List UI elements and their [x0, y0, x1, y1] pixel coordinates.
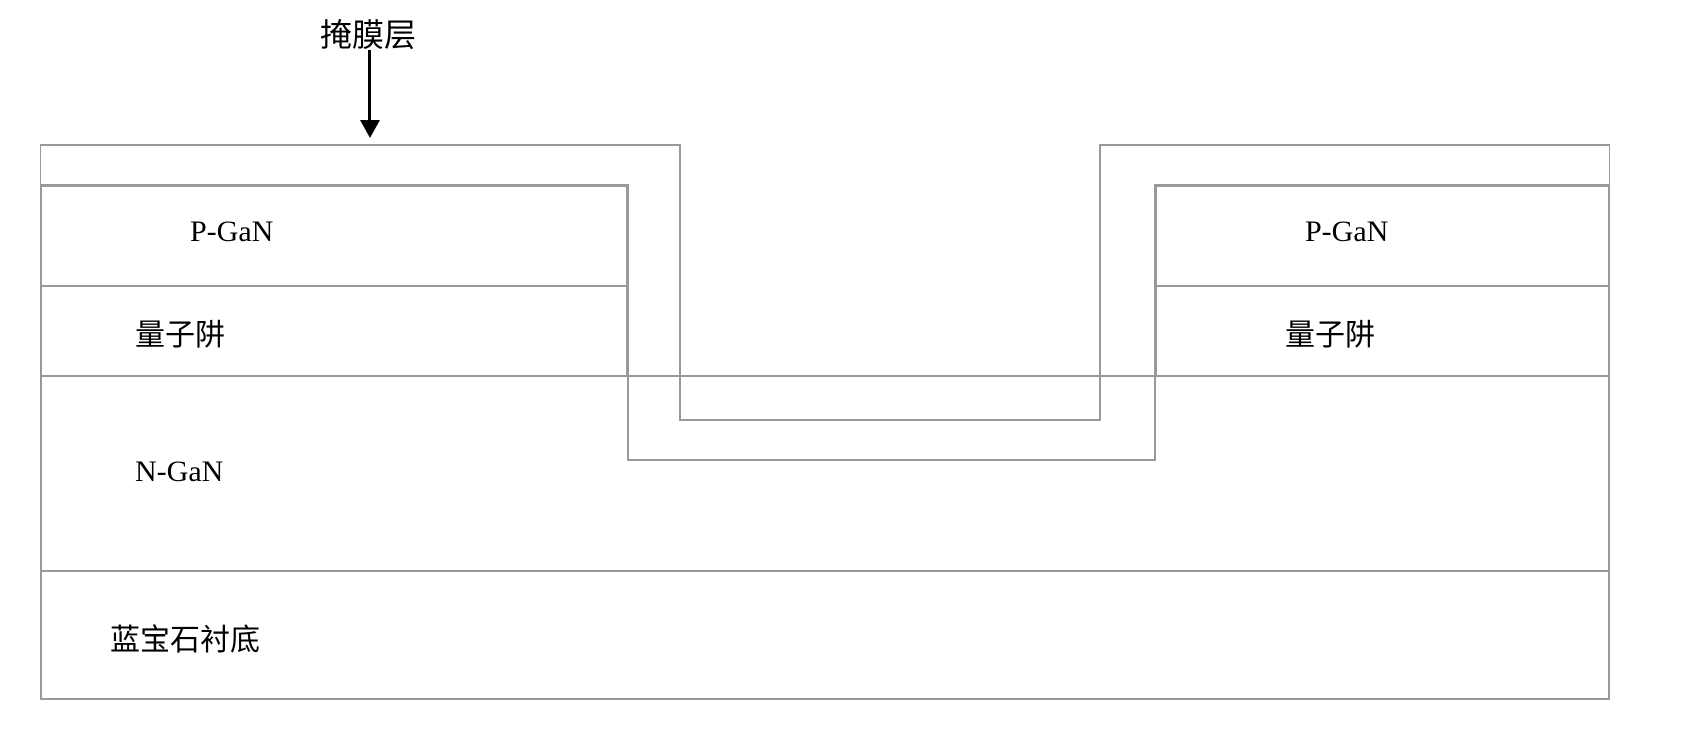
diagram-container: 掩膜层 蓝宝石衬底 N-GaN 量子阱 P-GaN 量子阱 P-GaN: [40, 0, 1660, 745]
substrate-label: 蓝宝石衬底: [110, 615, 260, 659]
substrate-layer: [40, 570, 1610, 700]
mask-layer-outline: [40, 0, 1610, 500]
